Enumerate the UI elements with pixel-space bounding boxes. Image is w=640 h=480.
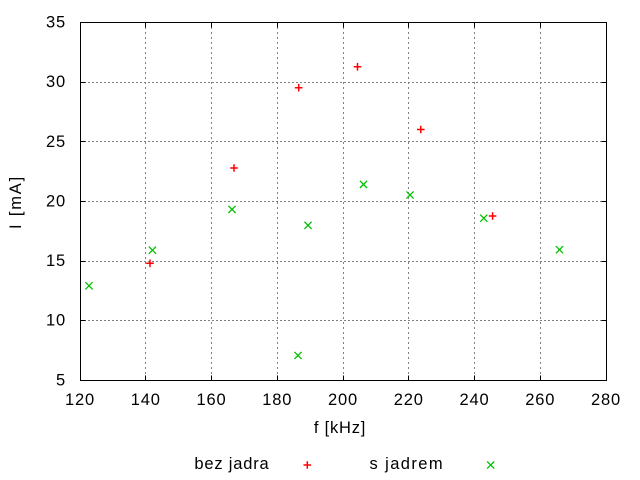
svg-text:25: 25 bbox=[46, 133, 66, 151]
svg-text:180: 180 bbox=[262, 391, 292, 409]
svg-text:s jadrem: s jadrem bbox=[370, 455, 444, 473]
svg-text:120: 120 bbox=[65, 391, 95, 409]
svg-text:30: 30 bbox=[46, 73, 66, 91]
svg-text:200: 200 bbox=[328, 391, 358, 409]
svg-text:I [mA]: I [mA] bbox=[7, 175, 25, 229]
svg-text:15: 15 bbox=[46, 252, 66, 270]
svg-text:f [kHz]: f [kHz] bbox=[314, 419, 366, 437]
svg-text:bez jadra: bez jadra bbox=[194, 455, 269, 473]
svg-text:35: 35 bbox=[46, 13, 66, 31]
svg-text:280: 280 bbox=[591, 391, 621, 409]
svg-text:5: 5 bbox=[56, 371, 66, 389]
svg-text:20: 20 bbox=[46, 192, 66, 210]
svg-text:160: 160 bbox=[197, 391, 227, 409]
svg-text:10: 10 bbox=[46, 312, 66, 330]
svg-text:220: 220 bbox=[394, 391, 424, 409]
svg-text:140: 140 bbox=[131, 391, 161, 409]
svg-text:260: 260 bbox=[525, 391, 555, 409]
svg-text:240: 240 bbox=[460, 391, 490, 409]
